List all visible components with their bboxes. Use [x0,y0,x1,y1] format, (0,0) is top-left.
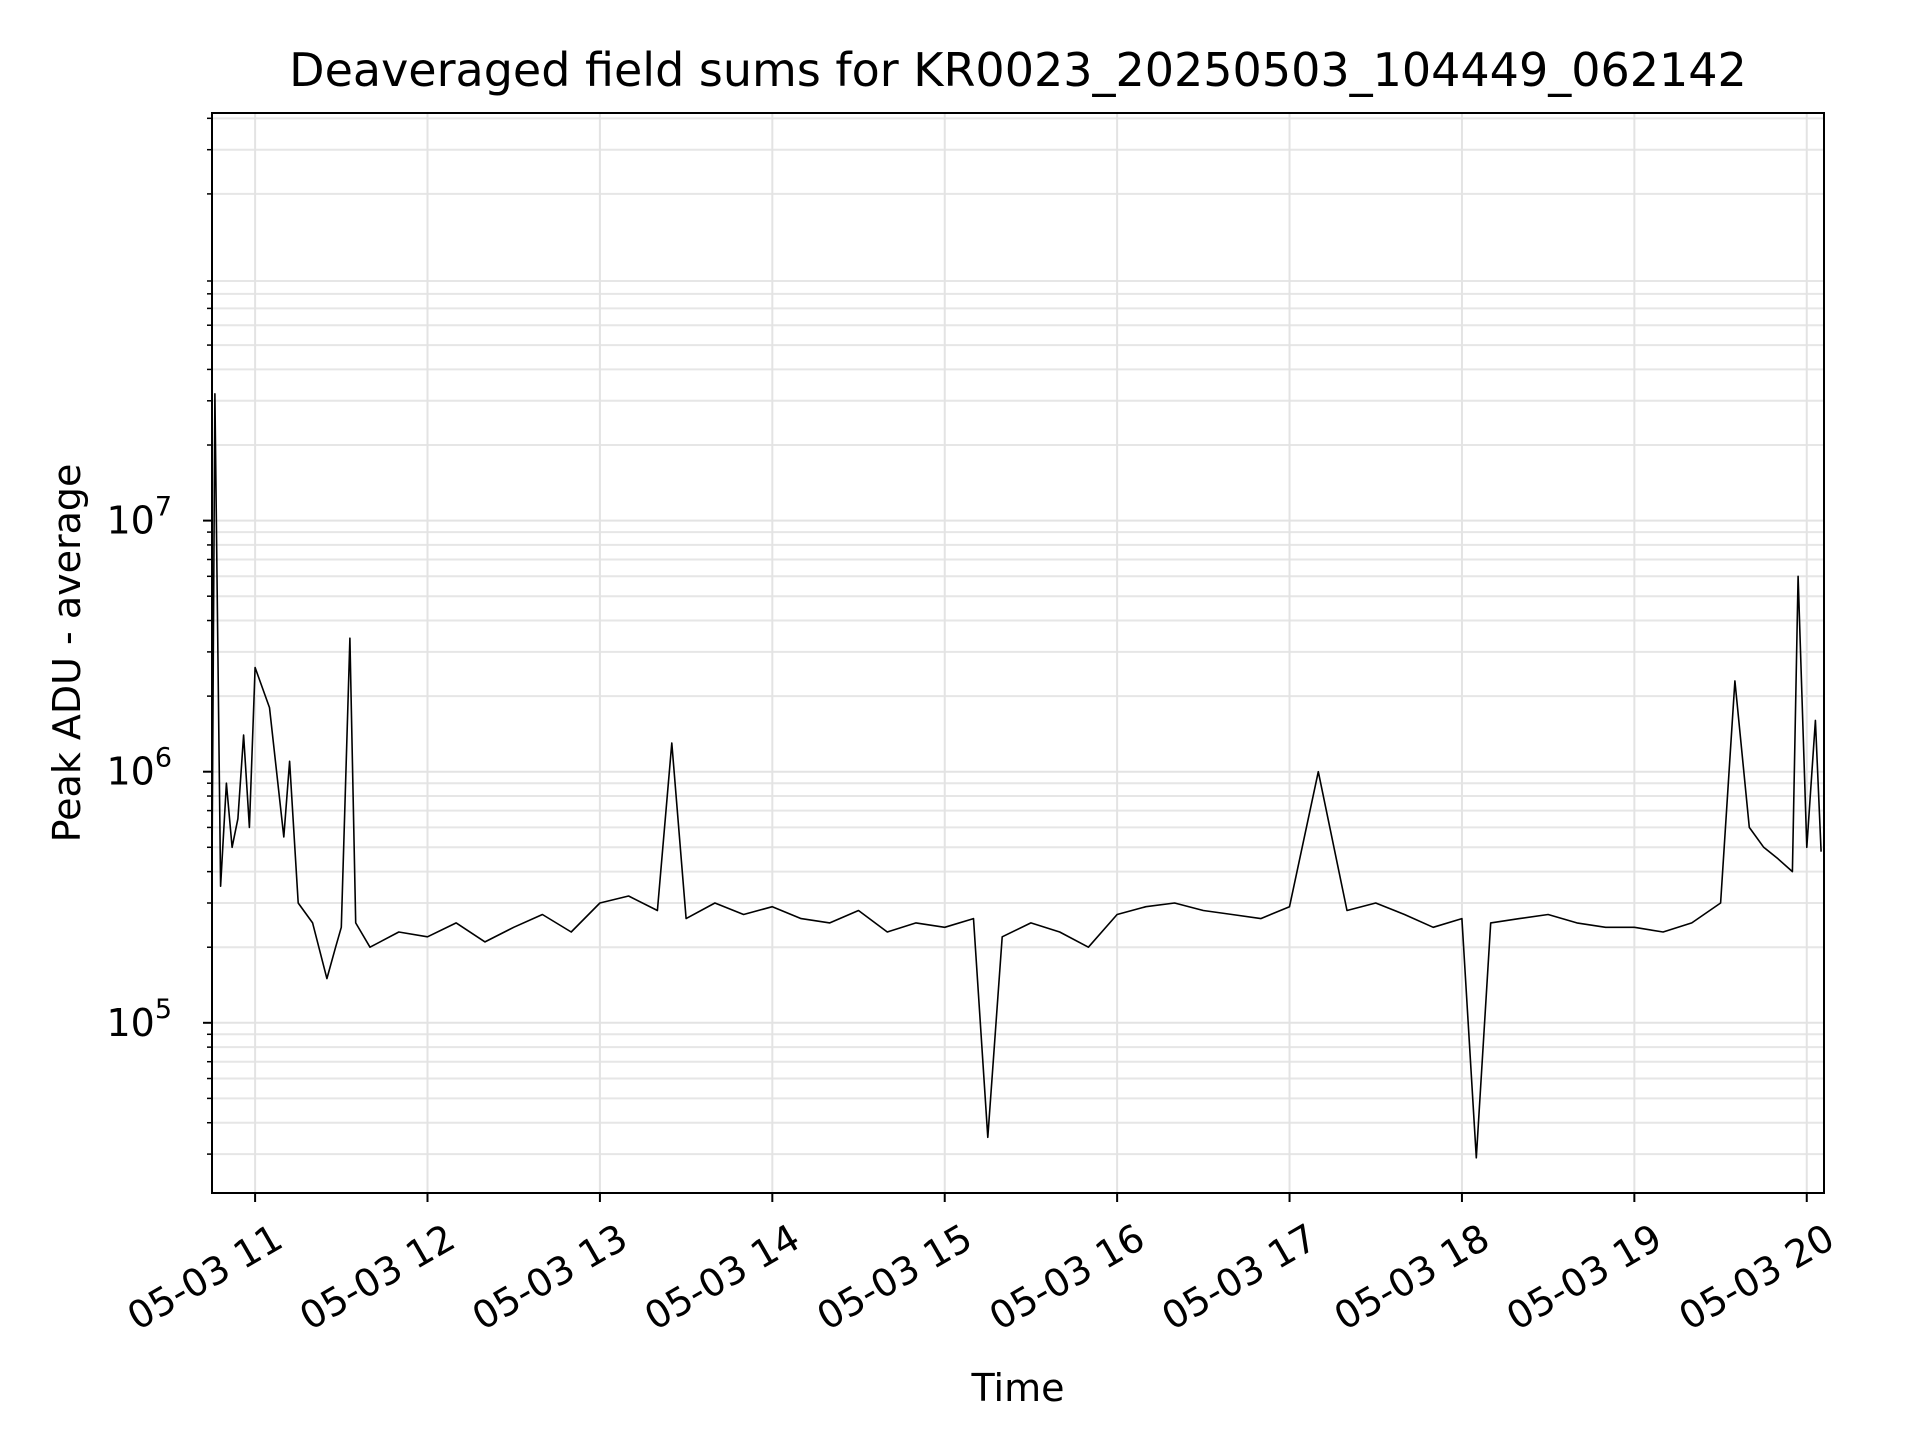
y-tick-exponent: 7 [155,492,172,523]
y-tick-exponent: 6 [155,743,172,774]
plot-frame [211,112,1825,1194]
x-tick-label: 05-03 14 [637,1215,807,1339]
y-tick-label: 107 [106,492,172,543]
x-axis-label: Time [971,1366,1065,1410]
x-tick-label: 05-03 11 [120,1215,290,1339]
y-tick-label: 105 [106,994,172,1045]
x-tick-label: 05-03 12 [292,1215,462,1339]
x-tick-label: 05-03 17 [1154,1215,1324,1339]
series-line [211,393,1822,1159]
y-axis-label: Peak ADU - average [45,464,89,843]
x-tick-label: 05-03 13 [465,1215,635,1339]
minor-gridlines [212,117,1824,1156]
x-tick-label: 05-03 15 [810,1215,980,1339]
series-layer [211,393,1822,1159]
x-tick-label: 05-03 20 [1672,1215,1842,1339]
chart-title: Deaveraged field sums for KR0023_2025050… [289,43,1747,97]
x-tick-label: 05-03 16 [982,1215,1152,1339]
y-axis-ticks: 105 106 107 [106,117,212,1155]
y-tick-label: 106 [106,743,172,794]
major-gridlines [212,113,1824,1193]
x-tick-label: 05-03 18 [1327,1215,1497,1339]
x-axis-ticks: 05-03 11 05-03 12 05-03 13 05-03 14 05-03 15… [120,1193,1842,1339]
x-tick-label: 05-03 19 [1499,1215,1669,1339]
y-tick-exponent: 5 [155,994,172,1025]
